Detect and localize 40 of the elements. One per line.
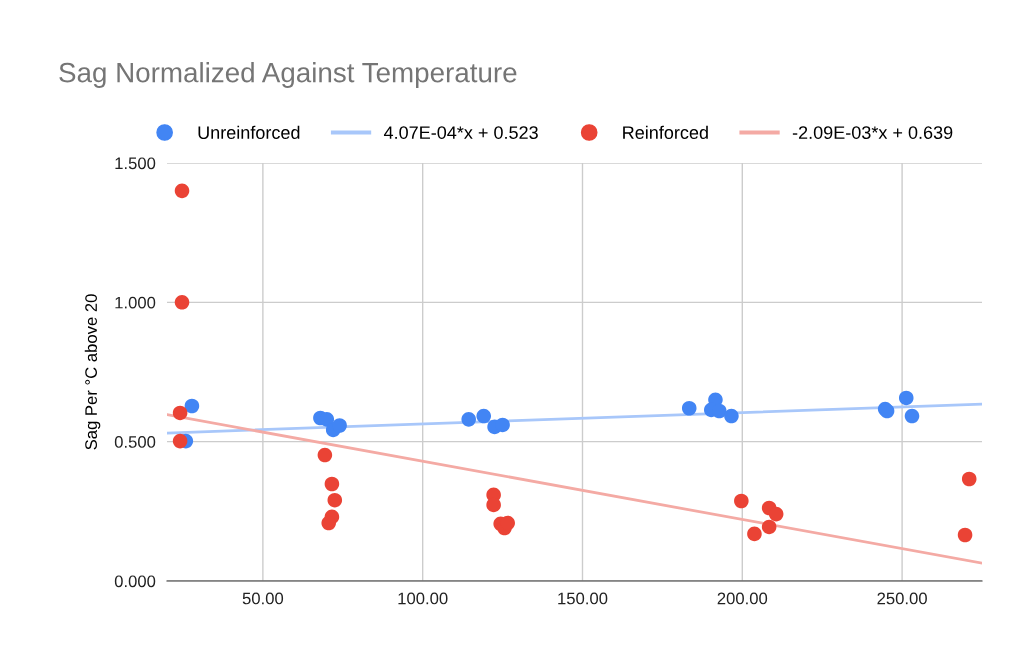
legend-label: 4.07E-04*x + 0.523 [383, 126, 538, 139]
y-tick-label: 1.500 [115, 157, 156, 170]
point [761, 519, 777, 535]
point [174, 295, 190, 310]
y-axis-title: Sag Per °C above 20 [84, 294, 101, 450]
x-tick-label: 250.00 [877, 592, 927, 605]
point [898, 390, 914, 406]
point [768, 506, 784, 522]
legend-label: -2.09E-03*x + 0.639 [792, 126, 953, 139]
point [327, 492, 343, 508]
point [486, 497, 501, 513]
y-tick-label: 0.000 [114, 575, 156, 588]
point [957, 527, 973, 543]
point [747, 526, 762, 542]
point [961, 471, 977, 487]
point [724, 408, 739, 424]
x-tick-label: 150.00 [558, 592, 608, 605]
x-tick-label: 200.00 [717, 592, 768, 605]
point [324, 476, 340, 492]
legend-label: Reinforced [623, 125, 708, 139]
point [184, 398, 200, 414]
point [317, 447, 333, 463]
point [172, 405, 188, 421]
point [904, 408, 920, 424]
y-tick-label: 0.500 [114, 436, 156, 448]
y-tick-label: 1.000 [115, 296, 156, 309]
point [495, 417, 510, 433]
legend-label: Unreinforced [198, 125, 300, 139]
x-tick-label: 50.00 [242, 592, 284, 605]
point [681, 400, 697, 416]
point [461, 412, 476, 427]
point [321, 515, 337, 531]
point [332, 418, 347, 433]
point [172, 433, 188, 449]
point [476, 408, 492, 424]
point [174, 183, 190, 199]
point [712, 403, 727, 419]
chart-title: Sag Normalized Against Temperature [59, 62, 517, 88]
x-tick-label: 100.00 [398, 592, 448, 605]
point [734, 493, 749, 509]
